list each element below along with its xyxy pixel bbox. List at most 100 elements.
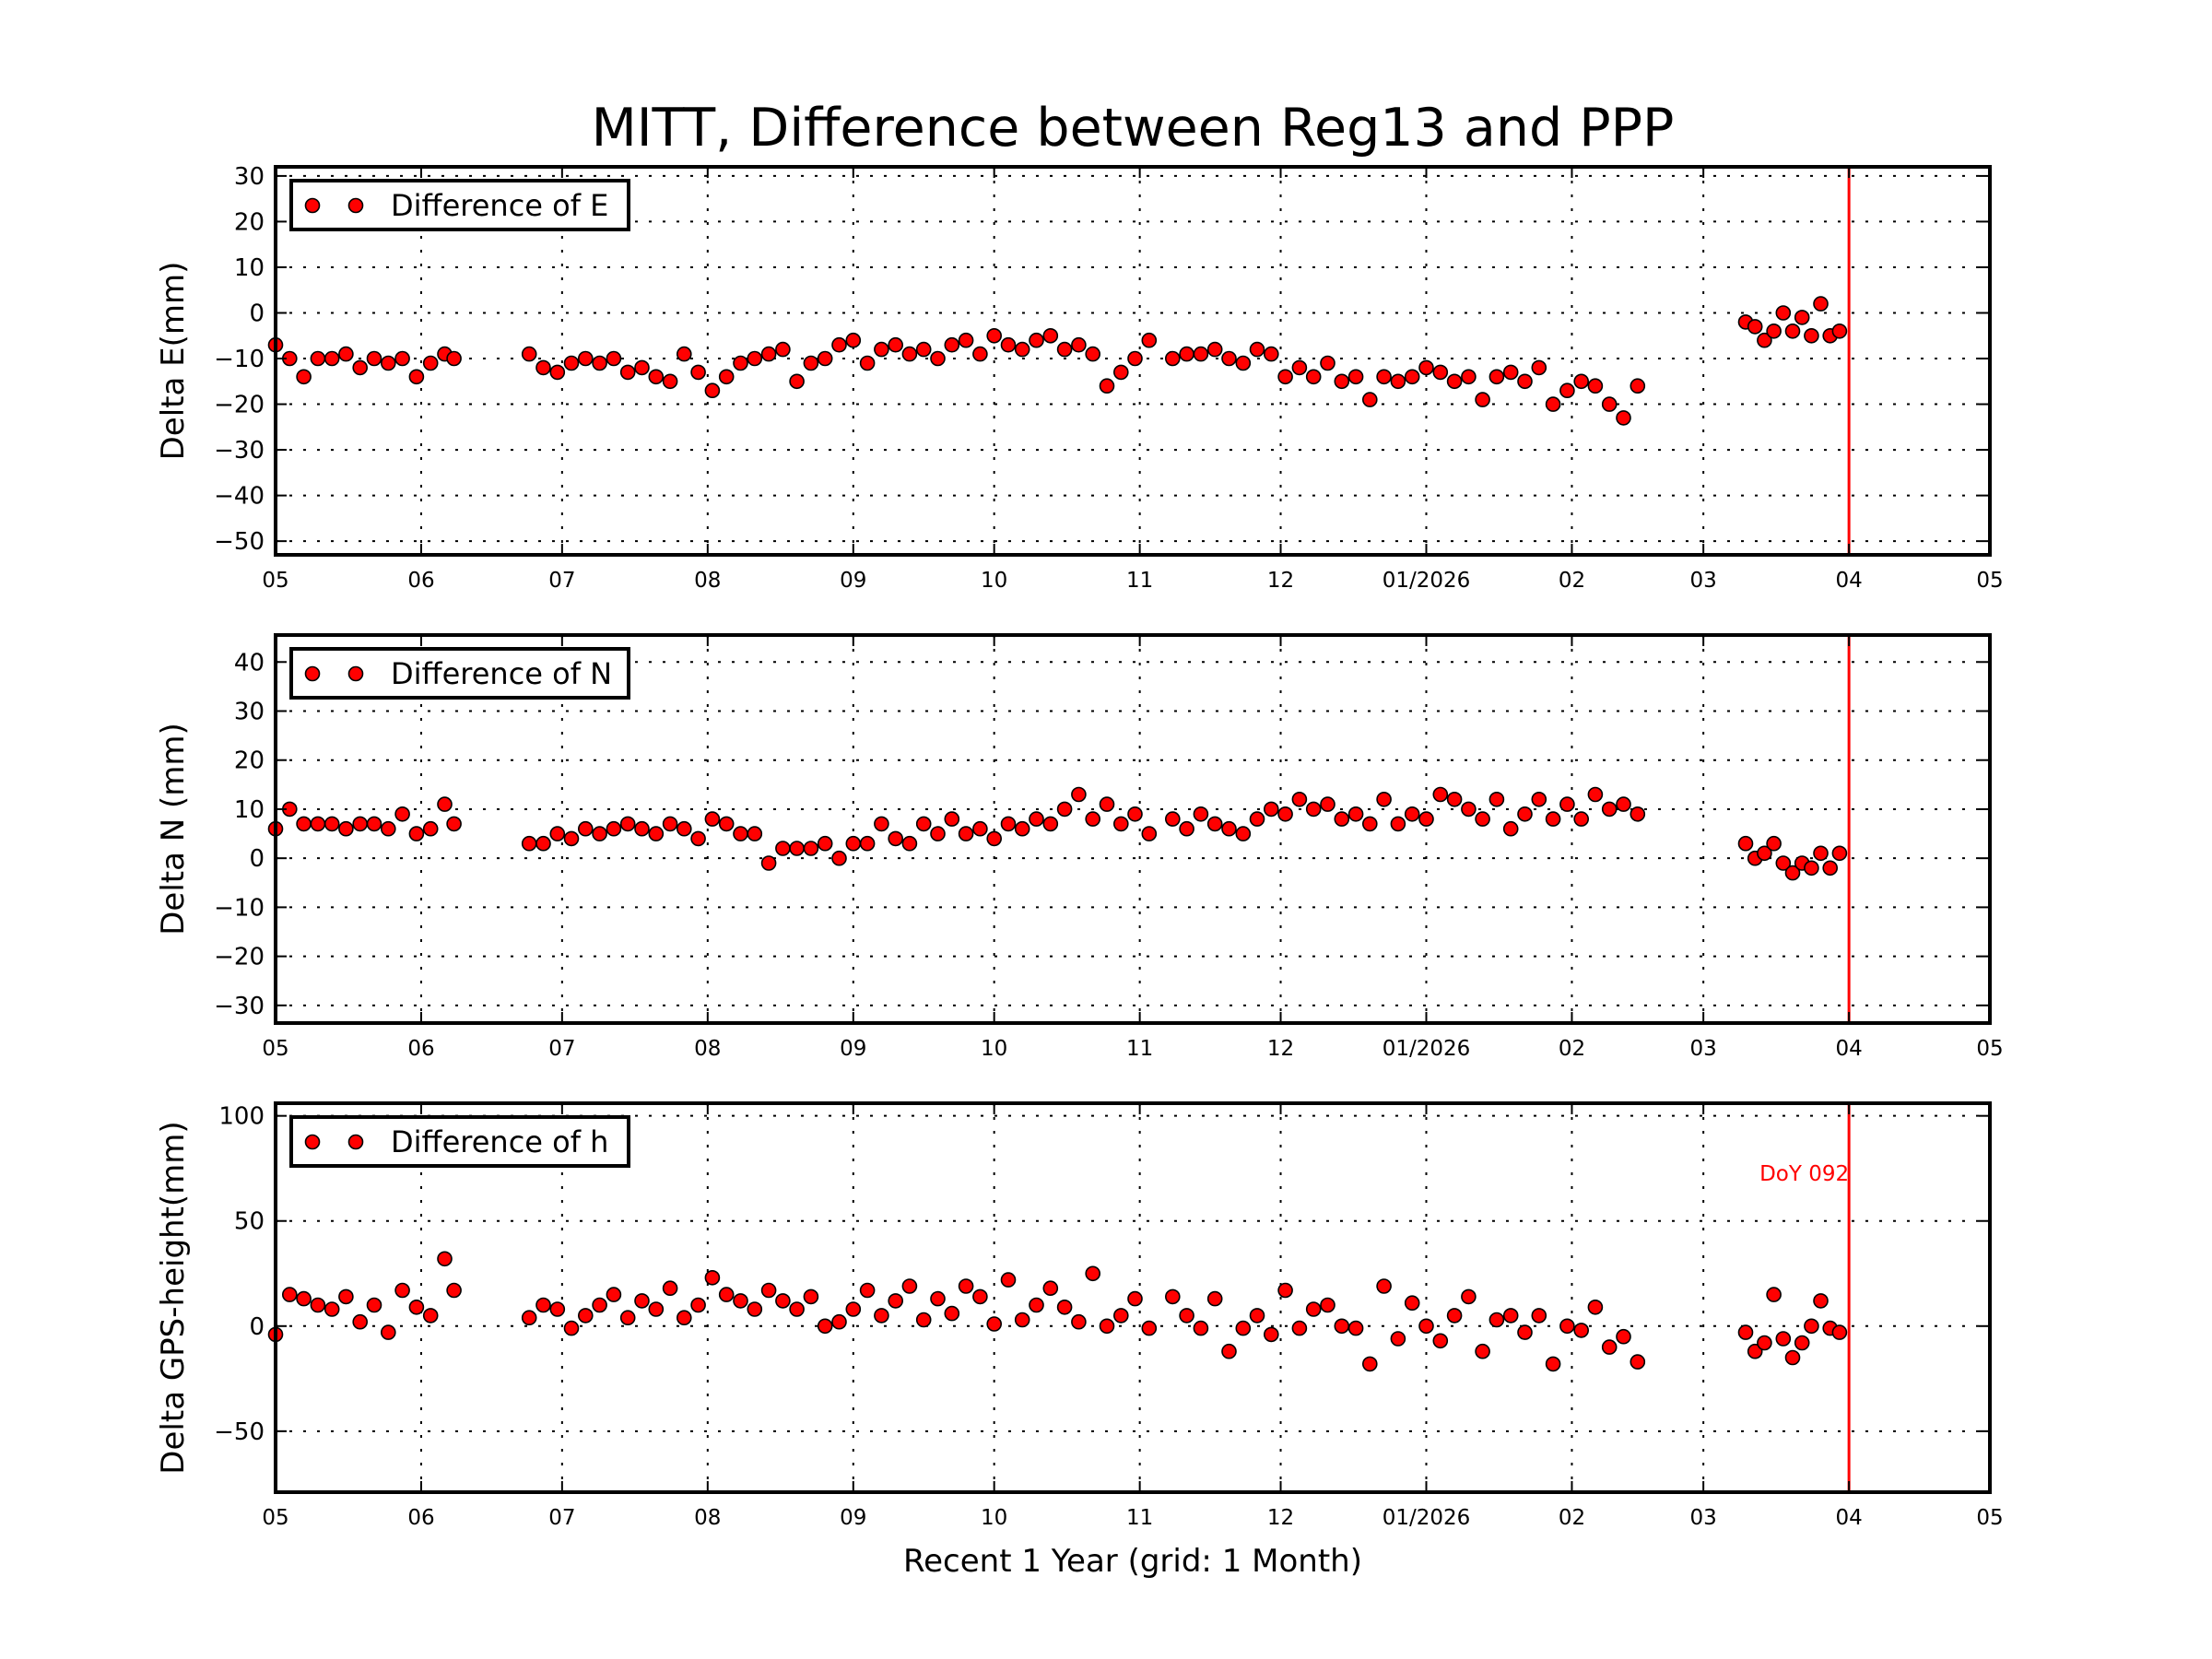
data-point: [901, 1278, 918, 1294]
data-point: [1000, 1272, 1017, 1288]
data-point: [1141, 332, 1158, 348]
legend-marker: [304, 1134, 321, 1150]
data-point: [592, 355, 607, 371]
data-point: [577, 820, 594, 837]
data-point: [324, 816, 340, 832]
data-point: [1193, 1320, 1209, 1336]
data-point: [1766, 835, 1782, 852]
data-point: [1334, 373, 1350, 390]
data-point: [747, 826, 763, 841]
data-point: [563, 1320, 580, 1336]
y-tick-label: −20: [214, 392, 265, 419]
data-point: [676, 820, 692, 837]
data-point: [535, 835, 551, 852]
data-point: [1179, 1308, 1194, 1324]
x-tick-label: 07: [548, 1506, 575, 1530]
data-point: [446, 816, 462, 832]
legend-marker: [347, 1134, 364, 1150]
data-point: [1320, 1297, 1335, 1313]
data-point: [1347, 806, 1364, 822]
data-point: [1376, 369, 1392, 385]
data-point: [1141, 1320, 1158, 1336]
data-point: [408, 1300, 425, 1315]
data-point: [1264, 346, 1279, 362]
x-tick-label: 10: [981, 569, 1007, 593]
data-point: [1737, 835, 1754, 852]
data-point: [380, 1324, 396, 1340]
data-point: [437, 796, 453, 812]
data-point: [1404, 806, 1420, 822]
data-point: [1794, 1335, 1810, 1351]
x-tick-label: 04: [1835, 1037, 1862, 1061]
x-tick-label: 02: [1559, 1506, 1585, 1530]
data-point: [803, 841, 819, 856]
x-tick-label: 09: [840, 569, 866, 593]
data-point: [874, 1308, 889, 1324]
data-point: [930, 826, 946, 841]
data-point: [1113, 816, 1129, 832]
data-point: [310, 1297, 326, 1313]
data-point: [1390, 373, 1406, 390]
data-point: [888, 336, 904, 353]
data-point: [944, 811, 960, 827]
data-point: [1601, 1339, 1618, 1355]
data-point: [1461, 801, 1477, 818]
x-tick-label: 04: [1835, 569, 1862, 593]
data-point: [888, 830, 904, 847]
data-point: [676, 1310, 692, 1325]
data-point: [662, 373, 678, 390]
data-point: [1488, 1312, 1505, 1328]
data-point: [1531, 1308, 1547, 1324]
y-tick-label: −50: [214, 1418, 265, 1446]
y-tick-label: −30: [214, 993, 265, 1020]
legend-box: [289, 1115, 630, 1168]
data-point: [1822, 860, 1838, 877]
data-point: [380, 355, 396, 371]
data-point: [789, 841, 805, 856]
data-point: [352, 1313, 369, 1330]
data-point: [803, 355, 819, 371]
data-point: [394, 806, 410, 822]
data-point: [1488, 791, 1505, 807]
x-tick-label: 11: [1126, 569, 1153, 593]
data-point: [1362, 816, 1378, 832]
legend-label: Difference of h: [391, 1124, 608, 1159]
x-tick-label: 03: [1690, 1037, 1717, 1061]
data-point: [281, 1287, 298, 1302]
data-point: [760, 855, 777, 871]
data-point: [1362, 392, 1378, 407]
data-point: [789, 1301, 805, 1317]
data-point: [1113, 1308, 1129, 1324]
data-point: [747, 1301, 763, 1317]
data-point: [535, 1297, 551, 1313]
y-tick-label: −30: [214, 437, 265, 465]
data-point: [1432, 364, 1449, 381]
data-point: [1071, 1313, 1087, 1330]
x-tick-label: 05: [262, 569, 288, 593]
x-tick-label: 12: [1267, 1506, 1294, 1530]
data-point: [1587, 378, 1604, 394]
data-point: [1446, 791, 1463, 807]
data-point: [1432, 786, 1449, 803]
data-point: [704, 811, 721, 827]
data-point: [1085, 346, 1100, 362]
data-point: [521, 1310, 537, 1325]
data-point: [1277, 369, 1293, 385]
x-tick-label: 07: [548, 569, 575, 593]
data-point: [901, 835, 918, 852]
data-point: [789, 373, 805, 390]
data-point: [930, 350, 946, 367]
y-tick-label: 100: [218, 1103, 265, 1131]
data-point: [1056, 341, 1073, 358]
data-point: [1587, 786, 1604, 803]
data-point: [549, 364, 566, 381]
y-tick-label: −10: [214, 346, 265, 373]
data-point: [1127, 806, 1143, 822]
y-tick-label: 0: [249, 845, 265, 873]
data-point: [817, 350, 833, 367]
x-tick-label: 01/2026: [1382, 1506, 1471, 1530]
x-tick-label: 05: [1976, 1037, 2003, 1061]
data-point: [338, 1288, 354, 1305]
data-point: [1390, 1331, 1406, 1347]
